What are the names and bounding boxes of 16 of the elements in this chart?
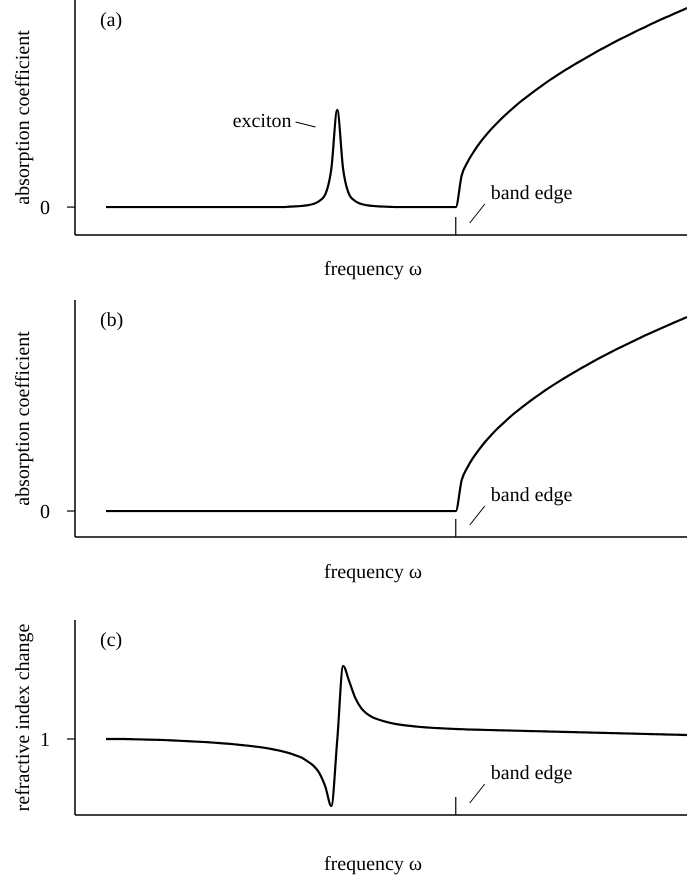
annotation: band edge [490, 484, 573, 506]
x-axis-title: frequency ω [324, 561, 422, 583]
text: 1 [40, 729, 50, 752]
chart-title: (a) [100, 9, 122, 31]
text: 0 [40, 197, 50, 220]
text: 0 [40, 501, 50, 524]
chart-title: (c) [100, 629, 122, 651]
x-axis-title: frequency ω [324, 853, 422, 875]
annotation: band edge [490, 182, 573, 204]
y-axis-title: absorption coefficient [12, 30, 34, 205]
annotation: exciton [232, 110, 292, 132]
y-axis-title: absorption coefficient [12, 330, 34, 506]
chart-title: (b) [100, 309, 124, 331]
annotation: band edge [490, 762, 573, 784]
x-axis-title: frequency ω [324, 258, 422, 280]
y-axis-title: refractive index change [12, 624, 34, 812]
